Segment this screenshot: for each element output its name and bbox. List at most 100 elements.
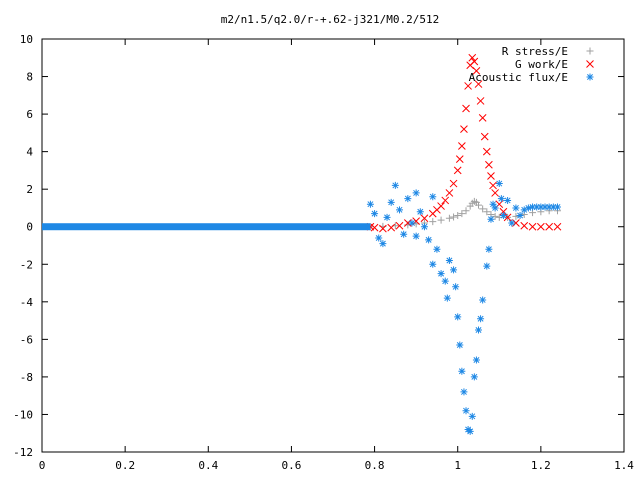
- data-point: [497, 195, 505, 203]
- data-point: [549, 203, 557, 211]
- y-tick-label: 0: [26, 221, 33, 234]
- data-point: [458, 367, 466, 375]
- data-point: [412, 232, 420, 240]
- data-point: [450, 266, 458, 274]
- legend-marker: [586, 47, 594, 55]
- data-point: [512, 212, 520, 220]
- plot-frame: [41, 38, 625, 453]
- data-point: [456, 341, 464, 349]
- data-point: [472, 356, 480, 364]
- data-point: [383, 213, 391, 221]
- data-point: [441, 196, 450, 205]
- data-point: [470, 57, 479, 66]
- data-point: [475, 201, 482, 209]
- y-tick-label: 2: [26, 183, 33, 196]
- series-baseline-band: [42, 223, 371, 231]
- x-tick-label: 0.8: [365, 459, 385, 472]
- data-point: [528, 222, 537, 231]
- data-point: [524, 204, 532, 212]
- data-point: [499, 207, 508, 216]
- data-point: [470, 373, 478, 381]
- data-point: [491, 212, 499, 220]
- data-point: [479, 205, 487, 213]
- data-point: [420, 223, 428, 231]
- axes: 0 0.2 0.4 0.6 0.8 1 1.2 1.4 10 8 6 4 2 0 -2 -4 -6 -8 -10 -1…: [13, 33, 634, 472]
- data-point: [375, 234, 383, 242]
- data-point: [489, 200, 497, 208]
- data-point: [487, 215, 495, 223]
- data-point: [512, 204, 520, 212]
- data-point: [495, 180, 503, 188]
- legend-marker: [586, 60, 594, 68]
- data-point: [468, 412, 476, 420]
- data-point: [445, 214, 453, 222]
- data-point: [468, 53, 477, 62]
- data-point: [508, 219, 516, 227]
- data-point: [443, 294, 451, 302]
- data-point: [520, 206, 528, 214]
- data-point: [485, 245, 493, 253]
- data-point: [412, 189, 420, 197]
- x-tick-label: 1.2: [531, 459, 551, 472]
- data-point: [371, 210, 379, 218]
- y-tick-label: 6: [26, 108, 33, 121]
- data-point: [545, 203, 553, 211]
- data-point: [516, 211, 524, 219]
- data-point: [489, 181, 497, 190]
- data-point: [483, 262, 491, 270]
- data-point: [454, 313, 462, 321]
- data-point: [466, 427, 474, 435]
- data-point: [529, 203, 537, 211]
- data-point: [387, 223, 396, 232]
- x-tick-label: 0: [39, 459, 46, 472]
- x-tick-label: 0.2: [115, 459, 135, 472]
- data-point: [491, 204, 499, 212]
- data-point: [462, 207, 470, 215]
- series-1: [366, 53, 562, 233]
- y-tick-label: 8: [26, 71, 33, 84]
- legend-label: Acoustic flux/E: [469, 71, 568, 84]
- data-point: [437, 202, 445, 210]
- data-point: [464, 82, 472, 90]
- data-point: [379, 224, 387, 233]
- chart-title: m2/n1.5/q2.0/r-+.62-j321/M0.2/512: [221, 13, 440, 26]
- data-point: [387, 198, 395, 206]
- data-point: [545, 222, 554, 231]
- legend-label: R stress/E: [502, 45, 568, 58]
- data-point: [462, 104, 470, 113]
- series-2: [42, 180, 561, 435]
- data-point: [404, 195, 412, 203]
- data-point: [485, 160, 493, 169]
- data-point: [437, 216, 445, 224]
- data-marks: [42, 53, 562, 435]
- data-point: [475, 326, 482, 334]
- data-point: [460, 388, 468, 396]
- data-point: [449, 179, 458, 188]
- data-point: [537, 222, 545, 231]
- data-point: [482, 147, 491, 156]
- x-tick-label: 1: [454, 459, 461, 472]
- data-point: [453, 166, 462, 175]
- data-point: [400, 230, 408, 238]
- data-point: [408, 219, 416, 227]
- data-point: [429, 193, 437, 201]
- data-point: [429, 218, 437, 226]
- data-point: [462, 407, 470, 415]
- data-point: [504, 196, 512, 204]
- data-point: [370, 223, 379, 232]
- x-tick-label: 1.4: [614, 459, 634, 472]
- data-point: [366, 200, 374, 208]
- y-tick-label: -6: [20, 333, 33, 346]
- data-point: [460, 125, 468, 133]
- data-point: [433, 245, 441, 253]
- data-point: [478, 113, 487, 122]
- data-point: [452, 283, 460, 291]
- data-point: [479, 296, 487, 304]
- legend-marker: [586, 73, 594, 81]
- data-point: [537, 203, 545, 211]
- data-point: [437, 270, 445, 278]
- data-point: [476, 97, 485, 105]
- x-tick-label: 0.6: [281, 459, 301, 472]
- legend-label: G work/E: [515, 58, 568, 71]
